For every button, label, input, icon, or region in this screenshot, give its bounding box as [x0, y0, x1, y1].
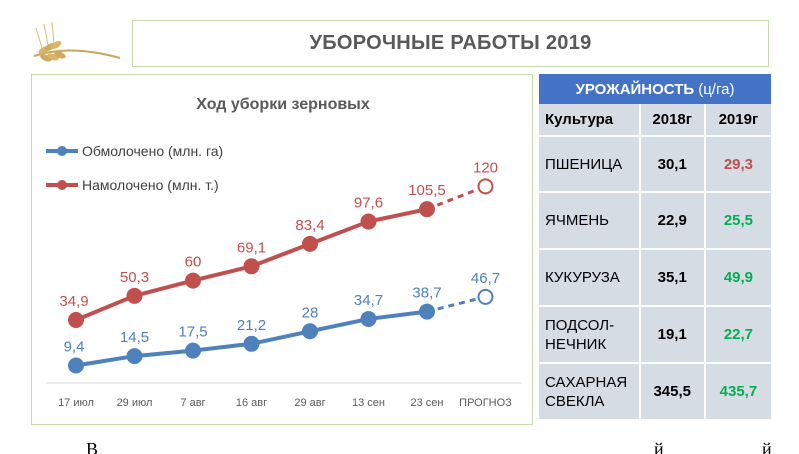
yield-2018: 35,1 [638, 250, 704, 307]
data-point [302, 323, 318, 340]
data-label: 60 [185, 254, 202, 271]
crop-name: КУКУРУЗА [539, 250, 639, 307]
data-point [185, 272, 201, 289]
yield-title: УРОЖАЙНОСТЬ (ц/га) [539, 74, 771, 104]
x-tick-label: 29 июл [117, 397, 153, 409]
yield-2019: 435,7 [703, 364, 771, 421]
data-point [68, 357, 84, 374]
cropped-bottom-text: В й й [0, 440, 799, 454]
table-row: КУКУРУЗА 35,1 49,9 [539, 250, 771, 307]
harvest-chart: Ход уборки зерновых 17 июл 29 июл 7 авг 16 а… [31, 74, 533, 425]
harvest-line-chart: Ход уборки зерновых 17 июл 29 июл 7 авг 16 а… [46, 96, 522, 409]
yield-table: Культура 2018г 2019г ПШЕНИЦА 30,1 29,3 Я… [539, 104, 771, 421]
data-label: 69,1 [237, 239, 266, 256]
cropped-letter: й [654, 440, 664, 454]
yield-title-unit: (ц/га) [698, 80, 735, 98]
data-point [68, 312, 84, 328]
table-row: САХАРНАЯ СВЕКЛА 345,5 435,7 [539, 364, 771, 421]
column-header-crop: Культура [539, 104, 639, 137]
page-title: УБОРОЧНЫЕ РАБОТЫ 2019 [132, 20, 769, 67]
yield-2019: 49,9 [703, 250, 771, 307]
yield-2019: 29,3 [703, 137, 771, 193]
table-row: ЯЧМЕНЬ 22,9 25,5 [539, 193, 771, 250]
data-label: 14,5 [120, 329, 149, 346]
data-label: 21,2 [237, 317, 266, 334]
data-label: 28 [302, 304, 319, 321]
yield-table-header: Культура 2018г 2019г [539, 104, 771, 137]
yield-2018: 22,9 [638, 193, 704, 250]
legend-label: Намолочено (млн. т.) [82, 177, 219, 193]
x-tick-label: 17 июл [58, 397, 94, 409]
data-point [243, 335, 260, 352]
column-header-2019: 2019г [703, 104, 771, 137]
data-label: 97,6 [354, 195, 383, 212]
yield-2019: 25,5 [703, 193, 771, 250]
cropped-letter: й [762, 440, 772, 454]
x-tick-label: 13 сен [352, 397, 385, 409]
crop-name: ПОДСОЛ- НЕЧНИК [539, 307, 639, 364]
data-label: 50,3 [120, 269, 149, 286]
table-row: ПШЕНИЦА 30,1 29,3 [539, 137, 771, 193]
data-label: 83,4 [295, 217, 324, 234]
yield-2019: 22,7 [703, 307, 771, 364]
data-point [126, 348, 143, 365]
data-point [360, 310, 377, 327]
data-label: 34,7 [354, 292, 383, 309]
legend-marker [57, 180, 67, 190]
data-point [302, 235, 318, 252]
data-point [243, 258, 260, 275]
yield-2018: 19,1 [638, 307, 704, 364]
yield-panel: УРОЖАЙНОСТЬ (ц/га) Культура 2018г 2019г … [539, 74, 771, 425]
data-label: 105,5 [408, 182, 446, 199]
data-point [185, 342, 201, 359]
chart-title: Ход уборки зерновых [196, 96, 370, 113]
data-label: 9,4 [64, 339, 85, 356]
legend-marker [57, 146, 67, 156]
legend-label: Обмолочено (млн. га) [82, 143, 223, 159]
x-tick-label: 29 авг [294, 397, 325, 409]
data-label: 46,7 [471, 270, 500, 287]
x-tick-label: ПРОГНОЗ [459, 397, 512, 409]
cropped-letter: В [86, 440, 99, 454]
wheat-logo-icon [30, 14, 124, 70]
data-point [419, 201, 435, 218]
table-row: ПОДСОЛ- НЕЧНИК 19,1 22,7 [539, 307, 771, 364]
data-point [126, 287, 143, 304]
data-label: 120 [473, 159, 498, 176]
yield-2018: 30,1 [638, 137, 704, 193]
forecast-point [477, 288, 494, 305]
data-label: 34,9 [59, 293, 88, 310]
yield-2018: 345,5 [638, 364, 704, 421]
crop-name: ПШЕНИЦА [539, 137, 639, 193]
data-label: 38,7 [412, 285, 441, 302]
crop-name: САХАРНАЯ СВЕКЛА [539, 364, 639, 421]
x-tick-label: 23 сен [411, 397, 444, 409]
crop-name: ЯЧМЕНЬ [539, 193, 639, 250]
yield-title-bold: УРОЖАЙНОСТЬ [575, 80, 695, 98]
data-label: 17,5 [178, 324, 207, 341]
forecast-point [477, 178, 494, 195]
x-tick-label: 7 авг [180, 397, 205, 409]
data-point [419, 303, 435, 320]
column-header-2018: 2018г [638, 104, 704, 137]
data-point [360, 213, 377, 230]
x-tick-label: 16 авг [236, 397, 267, 409]
